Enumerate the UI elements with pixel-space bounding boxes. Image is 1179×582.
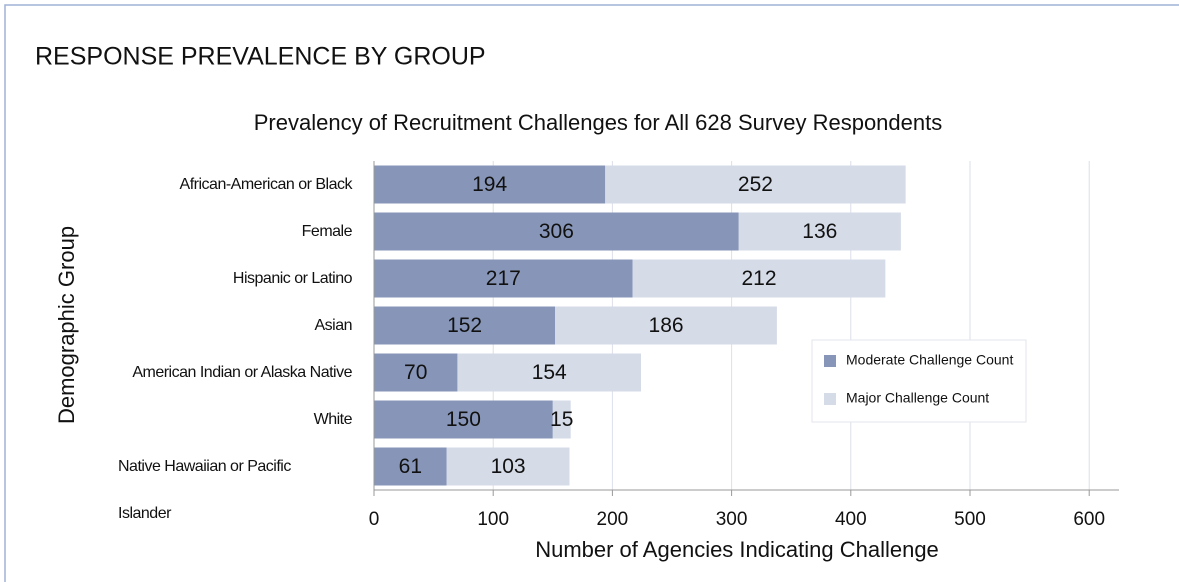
y-axis-title: Demographic Group (54, 226, 79, 424)
bar-segment (374, 400, 553, 439)
value-label: 150 (446, 408, 481, 431)
y-tick-label: White (313, 411, 353, 428)
bar-segment (605, 165, 906, 204)
legend-box (811, 339, 1027, 423)
legend-label: Major Challenge Count (846, 390, 989, 406)
chart-title: Prevalency of Recruitment Challenges for… (254, 110, 942, 135)
value-label: 217 (486, 267, 521, 290)
bar-segment (374, 165, 606, 204)
value-label: 103 (491, 455, 526, 478)
frame (4, 4, 1179, 582)
x-tick-label: 200 (597, 509, 629, 530)
x-tick-label: 400 (835, 509, 867, 530)
value-label: 212 (741, 267, 776, 290)
bar-segment (374, 353, 458, 392)
bar-segment (552, 400, 571, 439)
bar-segment (738, 212, 901, 251)
value-label: 15 (550, 408, 573, 431)
bar-segment (632, 259, 886, 298)
x-tick-label: 100 (477, 509, 509, 530)
legend-label: Moderate Challenge Count (846, 352, 1013, 368)
value-label: 306 (539, 220, 574, 243)
value-label: 186 (649, 314, 684, 337)
bar-segment (374, 447, 447, 486)
x-tick-label: 0 (369, 509, 380, 530)
y-tick-label: Native Hawaiian or Pacific Islander (118, 458, 291, 522)
value-label: 61 (399, 455, 422, 478)
value-label: 70 (404, 361, 427, 384)
value-label: 152 (447, 314, 482, 337)
value-label: 136 (802, 220, 837, 243)
bar-segment (457, 353, 642, 392)
bar-segment (555, 306, 777, 345)
bar-segment (446, 447, 570, 486)
value-label: 252 (738, 173, 773, 196)
bar-segment (374, 212, 739, 251)
value-label: 194 (472, 173, 507, 196)
y-tick-label: Asian (314, 317, 352, 334)
x-tick-label: 500 (954, 509, 986, 530)
x-tick-label: 600 (1073, 509, 1105, 530)
bar-segment (374, 306, 556, 345)
x-axis-title: Number of Agencies Indicating Challenge (535, 537, 939, 562)
y-tick-label: American Indian or Alaska Native (132, 364, 352, 381)
x-tick-label: 300 (716, 509, 748, 530)
legend-swatch (824, 355, 836, 367)
bar-segment (374, 259, 633, 298)
y-tick-label: African-American or Black (179, 176, 353, 193)
section-title: RESPONSE PREVALENCE BY GROUP (35, 43, 486, 71)
value-label: 154 (532, 361, 567, 384)
y-tick-label: Female (301, 223, 353, 240)
legend-swatch (824, 393, 836, 405)
y-tick-label: Hispanic or Latino (232, 270, 353, 287)
